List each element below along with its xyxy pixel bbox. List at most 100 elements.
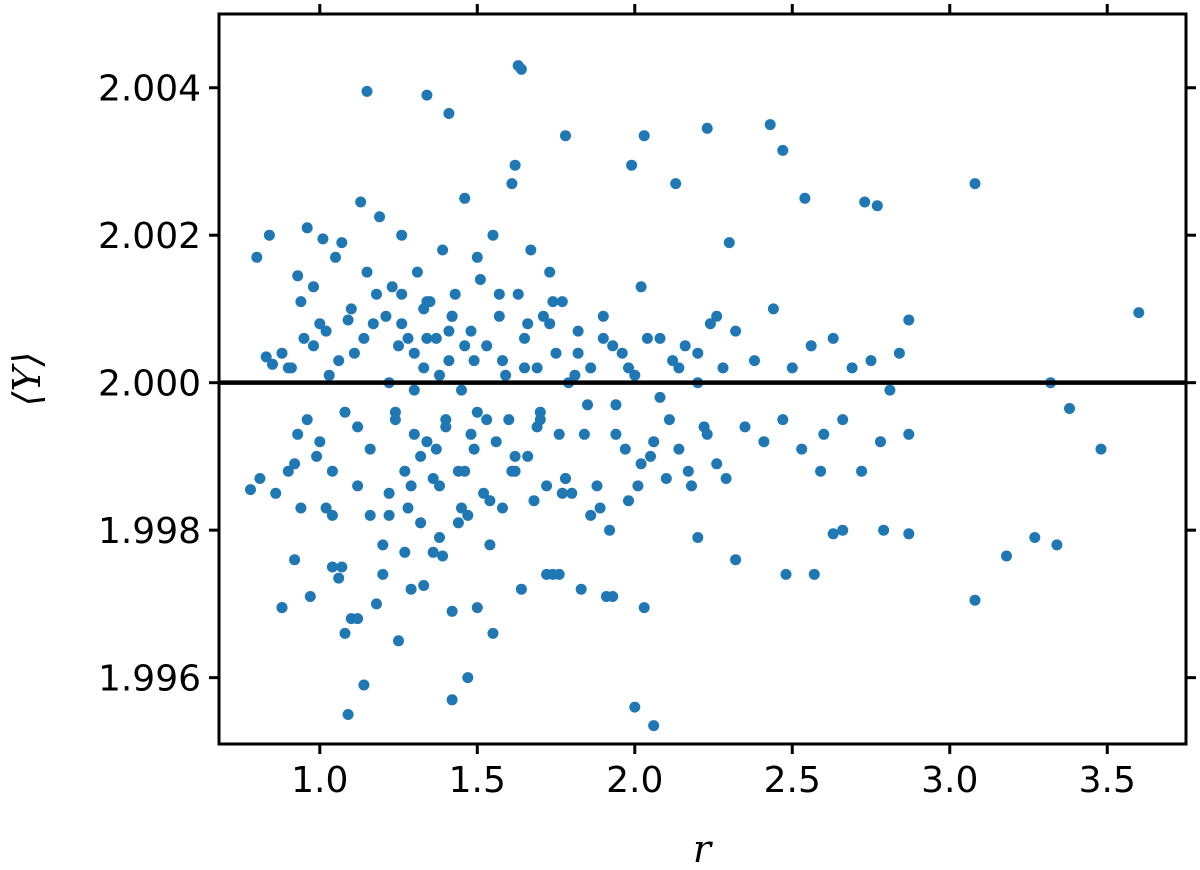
data-point (484, 539, 496, 551)
data-point (415, 517, 427, 529)
data-point (884, 384, 896, 396)
data-point (704, 318, 716, 330)
data-point (600, 591, 612, 602)
plot-frame (217, 12, 1188, 746)
data-point (903, 528, 915, 540)
data-point (585, 362, 597, 374)
x-tick-label: 2.0 (606, 760, 663, 801)
data-point (487, 229, 499, 241)
data-point (456, 384, 467, 396)
data-point (358, 332, 370, 344)
data-point (462, 672, 474, 684)
data-point (777, 144, 789, 156)
axis-ticks: 1.0 1.5 2.0 2.5 3.0 3.5 1.996 1.998 2.000 2.002 2.… (98, 4, 1196, 801)
data-point (333, 572, 345, 584)
data-point (490, 436, 502, 448)
data-point (654, 391, 666, 403)
data-point (837, 524, 849, 536)
data-point (667, 355, 679, 367)
data-point (597, 332, 609, 344)
data-point (396, 288, 408, 300)
data-point (515, 583, 527, 595)
data-point (336, 237, 348, 249)
data-point (638, 130, 650, 142)
data-point (276, 347, 288, 359)
data-point (878, 524, 890, 536)
data-point (903, 314, 915, 326)
data-point (393, 635, 404, 647)
data-point (758, 436, 770, 448)
data-point (308, 281, 319, 293)
data-point (478, 487, 490, 499)
data-point (289, 458, 301, 470)
data-point (320, 325, 332, 337)
data-point (591, 480, 603, 492)
data-point (326, 561, 338, 573)
data-point (348, 347, 360, 359)
data-point (575, 583, 587, 595)
data-point (345, 303, 357, 315)
data-point (377, 539, 389, 551)
data-point (541, 568, 553, 580)
data-point (509, 450, 521, 462)
data-point (339, 627, 351, 639)
data-point (459, 465, 471, 477)
data-point (386, 281, 398, 293)
data-point (796, 443, 808, 455)
data-point (969, 178, 981, 190)
data-point (434, 480, 445, 492)
data-point (604, 524, 616, 536)
data-point (827, 528, 839, 540)
data-point (383, 487, 395, 499)
data-point (352, 480, 364, 492)
data-point (525, 244, 537, 256)
data-point (512, 288, 524, 300)
data-point (500, 369, 512, 381)
data-point (629, 701, 641, 713)
data-point (544, 266, 556, 278)
data-point (415, 450, 427, 462)
data-point (452, 517, 464, 529)
data-point (336, 561, 348, 573)
data-point (437, 550, 449, 562)
data-point (493, 310, 505, 322)
data-point (314, 436, 326, 448)
data-point (519, 332, 530, 344)
data-point (673, 362, 685, 374)
data-point (434, 532, 445, 543)
data-point (597, 310, 609, 322)
data-point (254, 473, 266, 484)
data-point (396, 229, 408, 241)
data-point (632, 480, 644, 492)
data-point (443, 108, 455, 119)
data-point (371, 288, 382, 300)
data-point (301, 222, 313, 234)
data-point (434, 369, 445, 381)
data-point (553, 568, 565, 580)
data-point (531, 362, 543, 374)
data-point (443, 355, 455, 367)
data-point (875, 436, 886, 448)
data-point (471, 602, 483, 614)
data-point (522, 450, 534, 462)
data-point (528, 495, 540, 507)
data-point (493, 288, 505, 300)
data-point (701, 122, 713, 134)
x-axis-label: r (693, 827, 714, 870)
data-point (893, 347, 905, 359)
data-point (456, 502, 467, 514)
data-point (660, 473, 672, 484)
data-point (717, 362, 729, 374)
data-point (468, 355, 480, 367)
data-point (638, 602, 650, 614)
data-point (260, 351, 272, 363)
x-tick-label: 1.5 (449, 760, 506, 801)
y-axis-label: ⟨Y⟩ (5, 352, 49, 407)
data-point (333, 355, 345, 367)
data-point (799, 192, 811, 204)
data-point (572, 325, 584, 337)
data-point (808, 568, 820, 580)
data-point (289, 554, 301, 566)
data-point (468, 443, 480, 455)
